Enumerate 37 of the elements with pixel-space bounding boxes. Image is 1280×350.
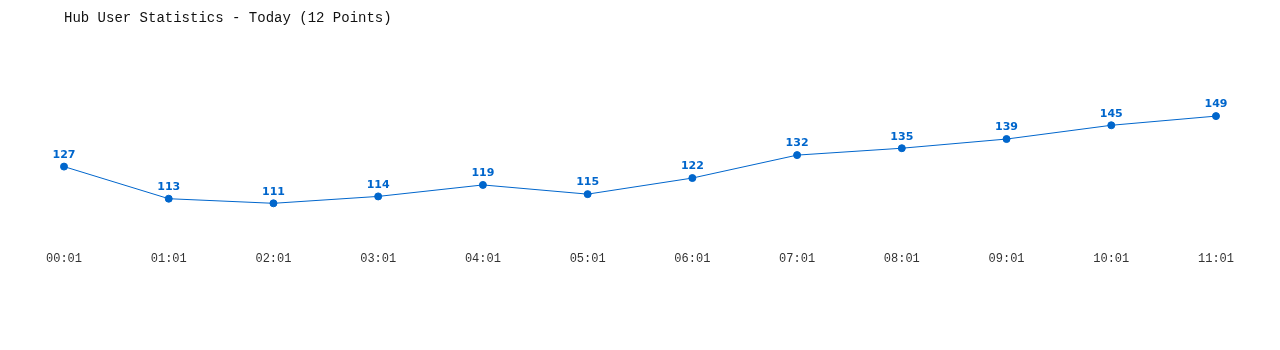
x-tick-label: 08:01 [883, 251, 920, 266]
point [583, 190, 592, 199]
data-label: 132 [785, 136, 809, 150]
data-label: 113 [157, 180, 181, 194]
data-label: 145 [1099, 106, 1123, 120]
x-tick-label: 06:01 [674, 251, 711, 266]
point [478, 180, 487, 189]
point [269, 199, 278, 208]
x-tick-label: 05:01 [569, 251, 606, 266]
data-label: 127 [52, 147, 76, 161]
data-label: 139 [995, 120, 1019, 134]
data-label: 149 [1204, 97, 1228, 111]
x-tick-label: 07:01 [779, 251, 816, 266]
data-label: 114 [366, 177, 391, 191]
point [1107, 121, 1116, 130]
chart-title: Hub User Statistics - Today (12 Points) [64, 10, 392, 27]
point [374, 192, 383, 201]
x-tick-label: 00:01 [46, 251, 83, 266]
point [793, 151, 802, 160]
point [688, 174, 697, 183]
x-tick-label: 04:01 [464, 251, 501, 266]
data-label: 119 [471, 166, 495, 180]
data-label: 115 [576, 175, 600, 189]
x-tick-label: 09:01 [988, 251, 1025, 266]
data-label: 111 [261, 184, 285, 198]
x-tick-label: 03:01 [360, 251, 397, 266]
x-tick-label: 01:01 [150, 251, 187, 266]
point [1002, 135, 1011, 144]
data-label: 135 [890, 129, 914, 143]
point [1212, 112, 1220, 121]
x-tick-label: 10:01 [1093, 251, 1130, 266]
point [897, 144, 906, 153]
point [60, 162, 68, 171]
x-tick-label: 02:01 [255, 251, 292, 266]
point [164, 194, 173, 203]
x-tick-label: 11:01 [1197, 251, 1234, 266]
data-label: 122 [680, 159, 704, 173]
